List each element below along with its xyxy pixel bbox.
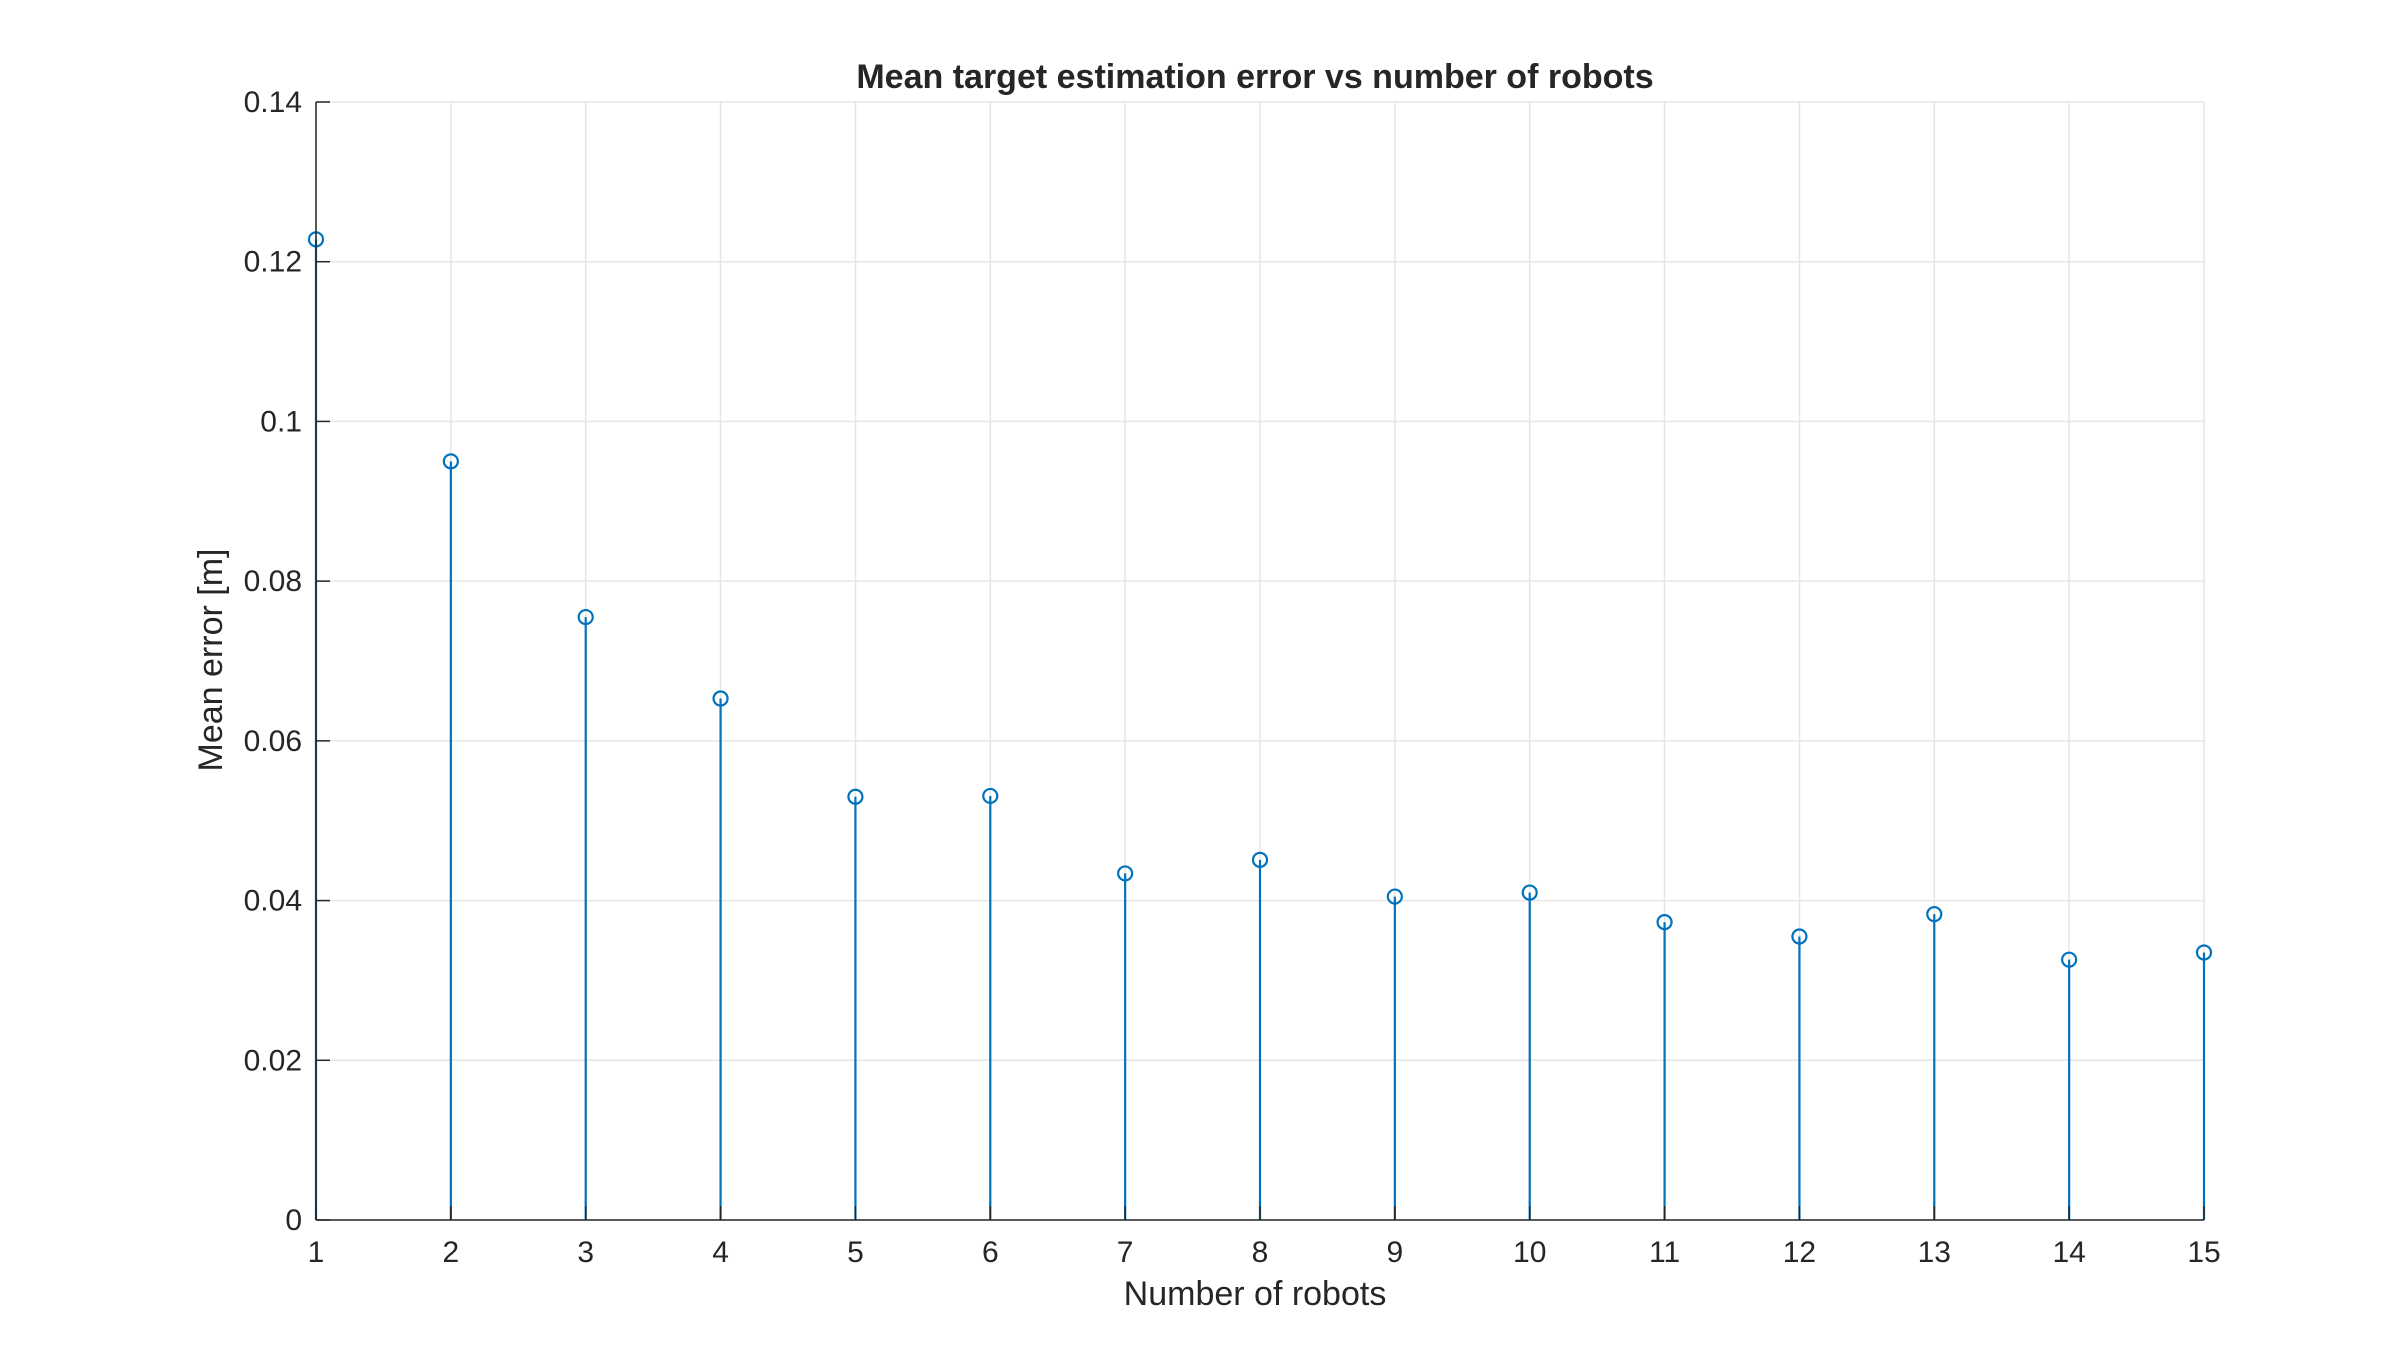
x-tick-label: 9 bbox=[1387, 1236, 1404, 1269]
x-tick-label: 3 bbox=[577, 1236, 594, 1269]
x-tick-label: 2 bbox=[443, 1236, 460, 1269]
x-tick-label: 11 bbox=[1649, 1236, 1680, 1269]
stem-marker bbox=[1926, 906, 1943, 923]
stem-marker bbox=[1386, 888, 1403, 905]
x-tick-label: 7 bbox=[1117, 1236, 1134, 1269]
stem-marker bbox=[982, 787, 999, 805]
y-tick-label: 0.04 bbox=[244, 885, 302, 918]
y-axis-label: Mean error [m] bbox=[192, 549, 230, 772]
x-tick-label: 1 bbox=[308, 1236, 325, 1269]
axes bbox=[315, 101, 2205, 1221]
y-tick-label: 0.12 bbox=[244, 246, 302, 279]
x-tick-label: 4 bbox=[712, 1236, 729, 1269]
y-tick-label: 0.1 bbox=[260, 405, 302, 438]
x-tick-label: 5 bbox=[847, 1236, 864, 1269]
stem-marker bbox=[712, 690, 729, 707]
x-tick-label: 10 bbox=[1513, 1236, 1546, 1269]
tick-labels: 1 2 3 4 5 6 7 8 9 10 11 12 13 14 1500.020.040.060.080.… bbox=[244, 86, 2221, 1269]
y-tick-label: 0.02 bbox=[244, 1044, 302, 1077]
x-tick-label: 13 bbox=[1918, 1236, 1951, 1269]
stem-marker bbox=[1656, 914, 1673, 931]
stem-marker bbox=[1117, 865, 1134, 882]
stem-marker bbox=[1251, 851, 1269, 868]
x-tick-label: 6 bbox=[982, 1236, 999, 1269]
x-tick-label: 14 bbox=[2052, 1236, 2085, 1269]
stem-marker bbox=[442, 453, 459, 470]
x-tick-label: 12 bbox=[1783, 1236, 1816, 1269]
stem-marker bbox=[847, 788, 864, 805]
y-tick-label: 0.14 bbox=[244, 86, 302, 119]
y-tick-label: 0.08 bbox=[244, 565, 302, 598]
y-tick-label: 0 bbox=[285, 1204, 302, 1237]
stem-marker bbox=[2061, 951, 2078, 968]
x-tick-label: 15 bbox=[2187, 1236, 2220, 1269]
stem-marker bbox=[577, 608, 594, 626]
chart-title: Mean target estimation error vs number o… bbox=[856, 58, 1653, 96]
y-tick-label: 0.06 bbox=[244, 725, 302, 758]
stem-marker bbox=[1521, 884, 1538, 901]
x-tick-label: 8 bbox=[1252, 1236, 1269, 1269]
stem-marker bbox=[1791, 928, 1808, 945]
x-axis-label: Number of robots bbox=[1124, 1275, 1387, 1313]
stem-marker bbox=[2195, 944, 2213, 961]
